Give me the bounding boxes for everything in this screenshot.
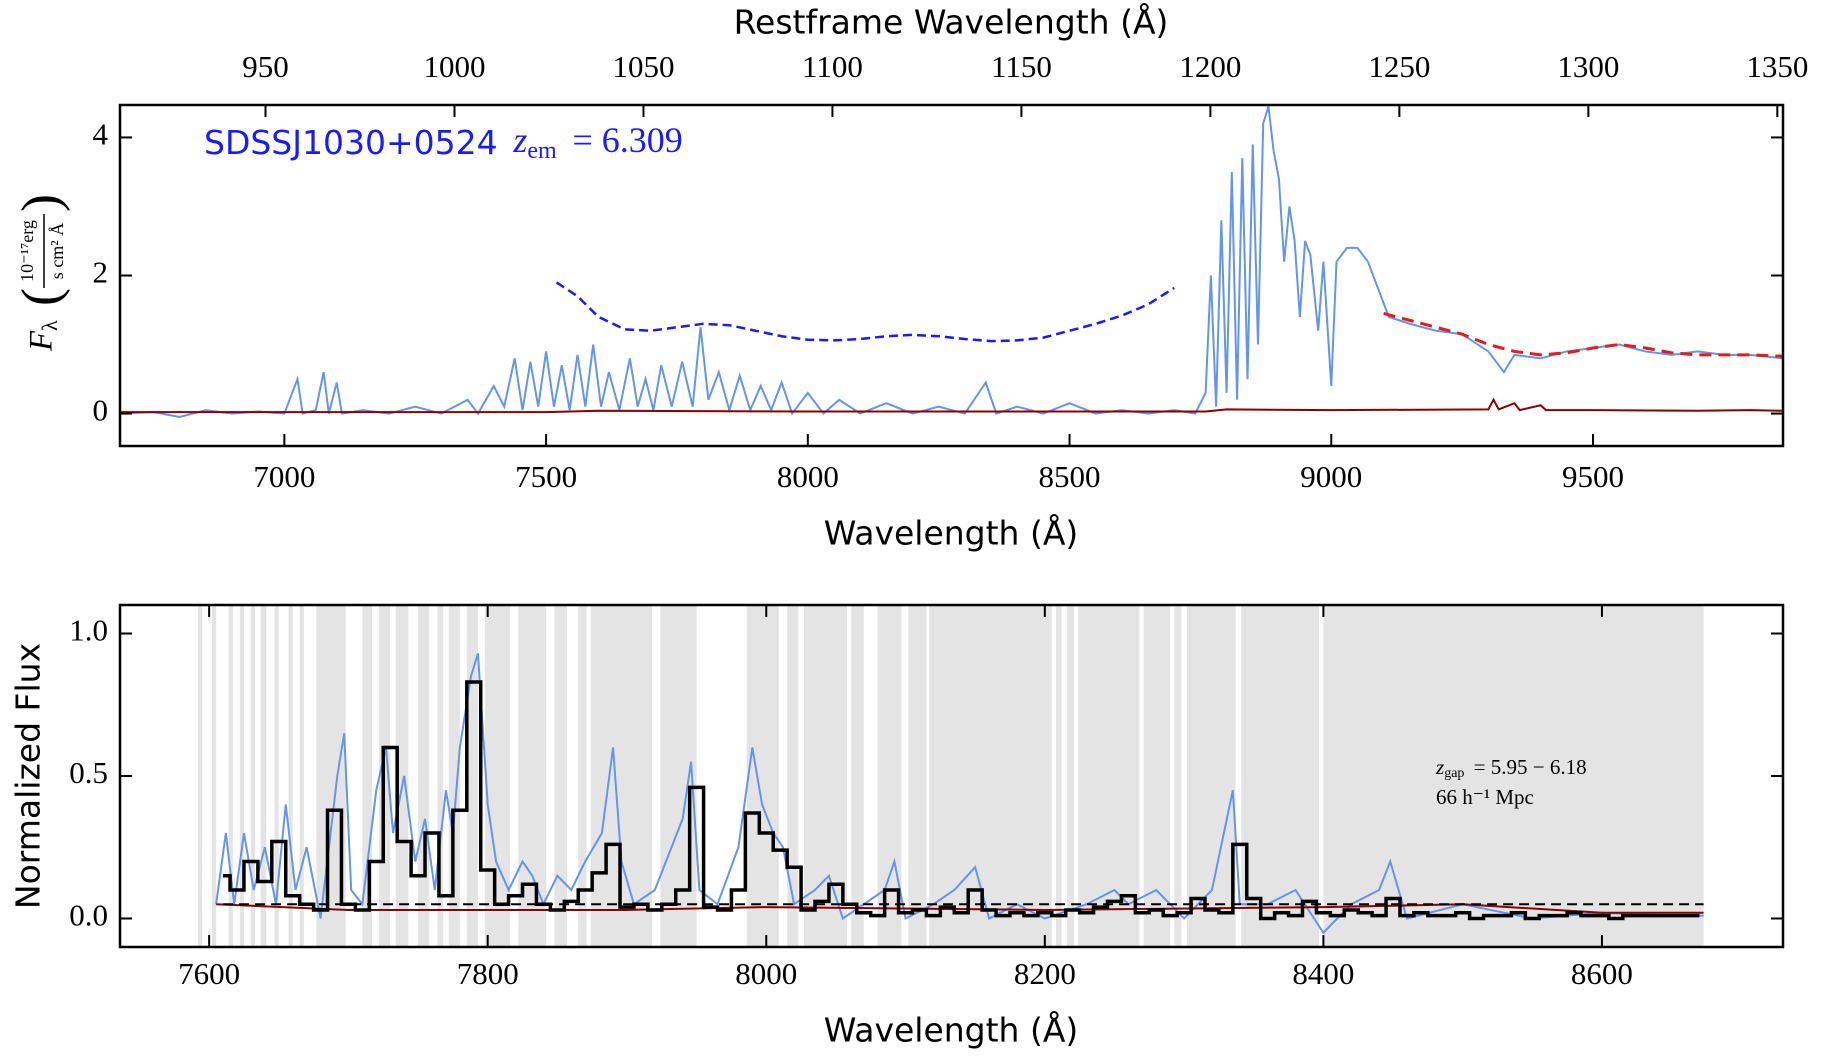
- x-tick-label: 8000: [735, 956, 797, 991]
- shaded-region: [448, 605, 460, 947]
- shaded-region: [578, 605, 587, 947]
- x-tick-label: 7800: [457, 956, 519, 991]
- shaded-region: [437, 605, 444, 947]
- y-label-num: 10⁻¹⁷erg: [17, 220, 37, 282]
- x-label: Wavelength (Å): [824, 513, 1079, 553]
- shaded-region: [288, 605, 293, 947]
- x2-tick-label: 1250: [1368, 49, 1430, 84]
- shaded-region: [1241, 605, 1320, 947]
- x-tick-label: 8000: [777, 459, 839, 494]
- shaded-region: [746, 605, 779, 947]
- annotation-z-sub: em: [527, 138, 557, 164]
- shaded-region: [395, 605, 409, 947]
- x2-tick-label: 1100: [802, 49, 863, 84]
- shaded-region: [908, 605, 927, 947]
- y-label-symbol: F: [24, 330, 60, 352]
- shaded-region: [1186, 605, 1236, 947]
- shaded-region: [484, 605, 510, 947]
- shaded-region: [211, 605, 217, 947]
- x2-tick-label: 1150: [991, 49, 1052, 84]
- y-tick-label: 4: [93, 117, 109, 152]
- y-tick-label: 0.0: [69, 898, 108, 933]
- shaded-region: [1078, 605, 1140, 947]
- y-tick-label: 2: [93, 255, 109, 290]
- annotation-z-value: = 6.309: [572, 120, 682, 160]
- y-label-sub: λ: [37, 320, 62, 331]
- shaded-region: [1055, 605, 1062, 947]
- x2-tick-label: 1350: [1746, 49, 1808, 84]
- y-tick-label: 0: [93, 393, 109, 428]
- panel-bottom-plot: [197, 605, 1704, 947]
- shaded-region: [929, 605, 1052, 947]
- shaded-region: [1067, 605, 1075, 947]
- shaded-region: [228, 605, 233, 947]
- annotation-z-value: = 5.95 − 6.18: [1474, 755, 1587, 779]
- shaded-region: [1174, 605, 1182, 947]
- x2-tick-label: 1200: [1179, 49, 1241, 84]
- x2-tick-label: 950: [242, 49, 289, 84]
- annotation-z: z: [1435, 755, 1444, 779]
- shaded-region: [803, 605, 848, 947]
- x-tick-label: 8500: [1039, 459, 1101, 494]
- annotation-z: z: [512, 120, 527, 160]
- shaded-region: [877, 605, 902, 947]
- paren: ): [10, 194, 70, 212]
- series-flux: [120, 106, 1783, 419]
- annotation: SDSSJ1030+0524 zem = 6.309: [204, 120, 683, 166]
- x-tick-label: 8600: [1571, 956, 1633, 991]
- x-tick-label: 7000: [253, 459, 315, 494]
- panel-top-plot: [120, 106, 1783, 419]
- series-error: [216, 903, 1704, 914]
- shaded-region: [554, 605, 568, 947]
- annotation-z-sub: gap: [1444, 766, 1464, 781]
- series-continuum: [1383, 312, 1783, 358]
- shaded-region: [274, 605, 279, 947]
- shaded-region: [260, 605, 267, 947]
- shaded-region: [299, 605, 304, 947]
- shaded-region: [362, 605, 373, 947]
- shaded-region: [851, 605, 864, 947]
- shaded-region: [250, 605, 256, 947]
- y-tick-label: 1.0: [69, 613, 108, 648]
- annotation: zgap = 5.95 − 6.18: [1435, 755, 1587, 784]
- series-flux: [215, 653, 1704, 935]
- y-label: F λ ( 10⁻¹⁷erg s cm² Å ): [10, 194, 70, 352]
- shaded-region: [239, 605, 244, 947]
- shaded-region: [418, 605, 430, 947]
- shaded-region: [1323, 605, 1704, 947]
- x2-tick-label: 1000: [423, 49, 485, 84]
- x-tick-label: 9000: [1300, 459, 1362, 494]
- series-error: [120, 397, 1783, 414]
- paren: (: [10, 288, 70, 306]
- shaded-region: [466, 605, 478, 947]
- y-label-den: s cm² Å: [47, 223, 67, 279]
- x-label: Wavelength (Å): [824, 1010, 1079, 1050]
- x2-tick-label: 1300: [1557, 49, 1619, 84]
- axes: 7000 7500 8000 8500 9000 9500 950 1000 1050 1100 1…: [69, 49, 1808, 991]
- x-tick-label: 8200: [1014, 956, 1076, 991]
- x-tick-label: 8400: [1292, 956, 1354, 991]
- x-tick-label: 7500: [515, 459, 577, 494]
- shaded-region: [197, 605, 203, 947]
- series-model: [555, 281, 1175, 343]
- x-tick-label: 7600: [178, 956, 240, 991]
- y-tick-label: 0.5: [69, 755, 108, 790]
- x-tick-label: 9500: [1562, 459, 1624, 494]
- annotation-name: SDSSJ1030+0524: [204, 123, 498, 162]
- series-binned: [223, 680, 1700, 921]
- x2-tick-label: 1050: [612, 49, 674, 84]
- x2-label: Restframe Wavelength (Å): [734, 2, 1169, 42]
- annotation-scale: 66 h⁻¹ Mpc: [1436, 785, 1534, 809]
- y-label: Normalized Flux: [9, 643, 48, 909]
- shaded-region: [787, 605, 799, 947]
- shaded-region: [1143, 605, 1171, 947]
